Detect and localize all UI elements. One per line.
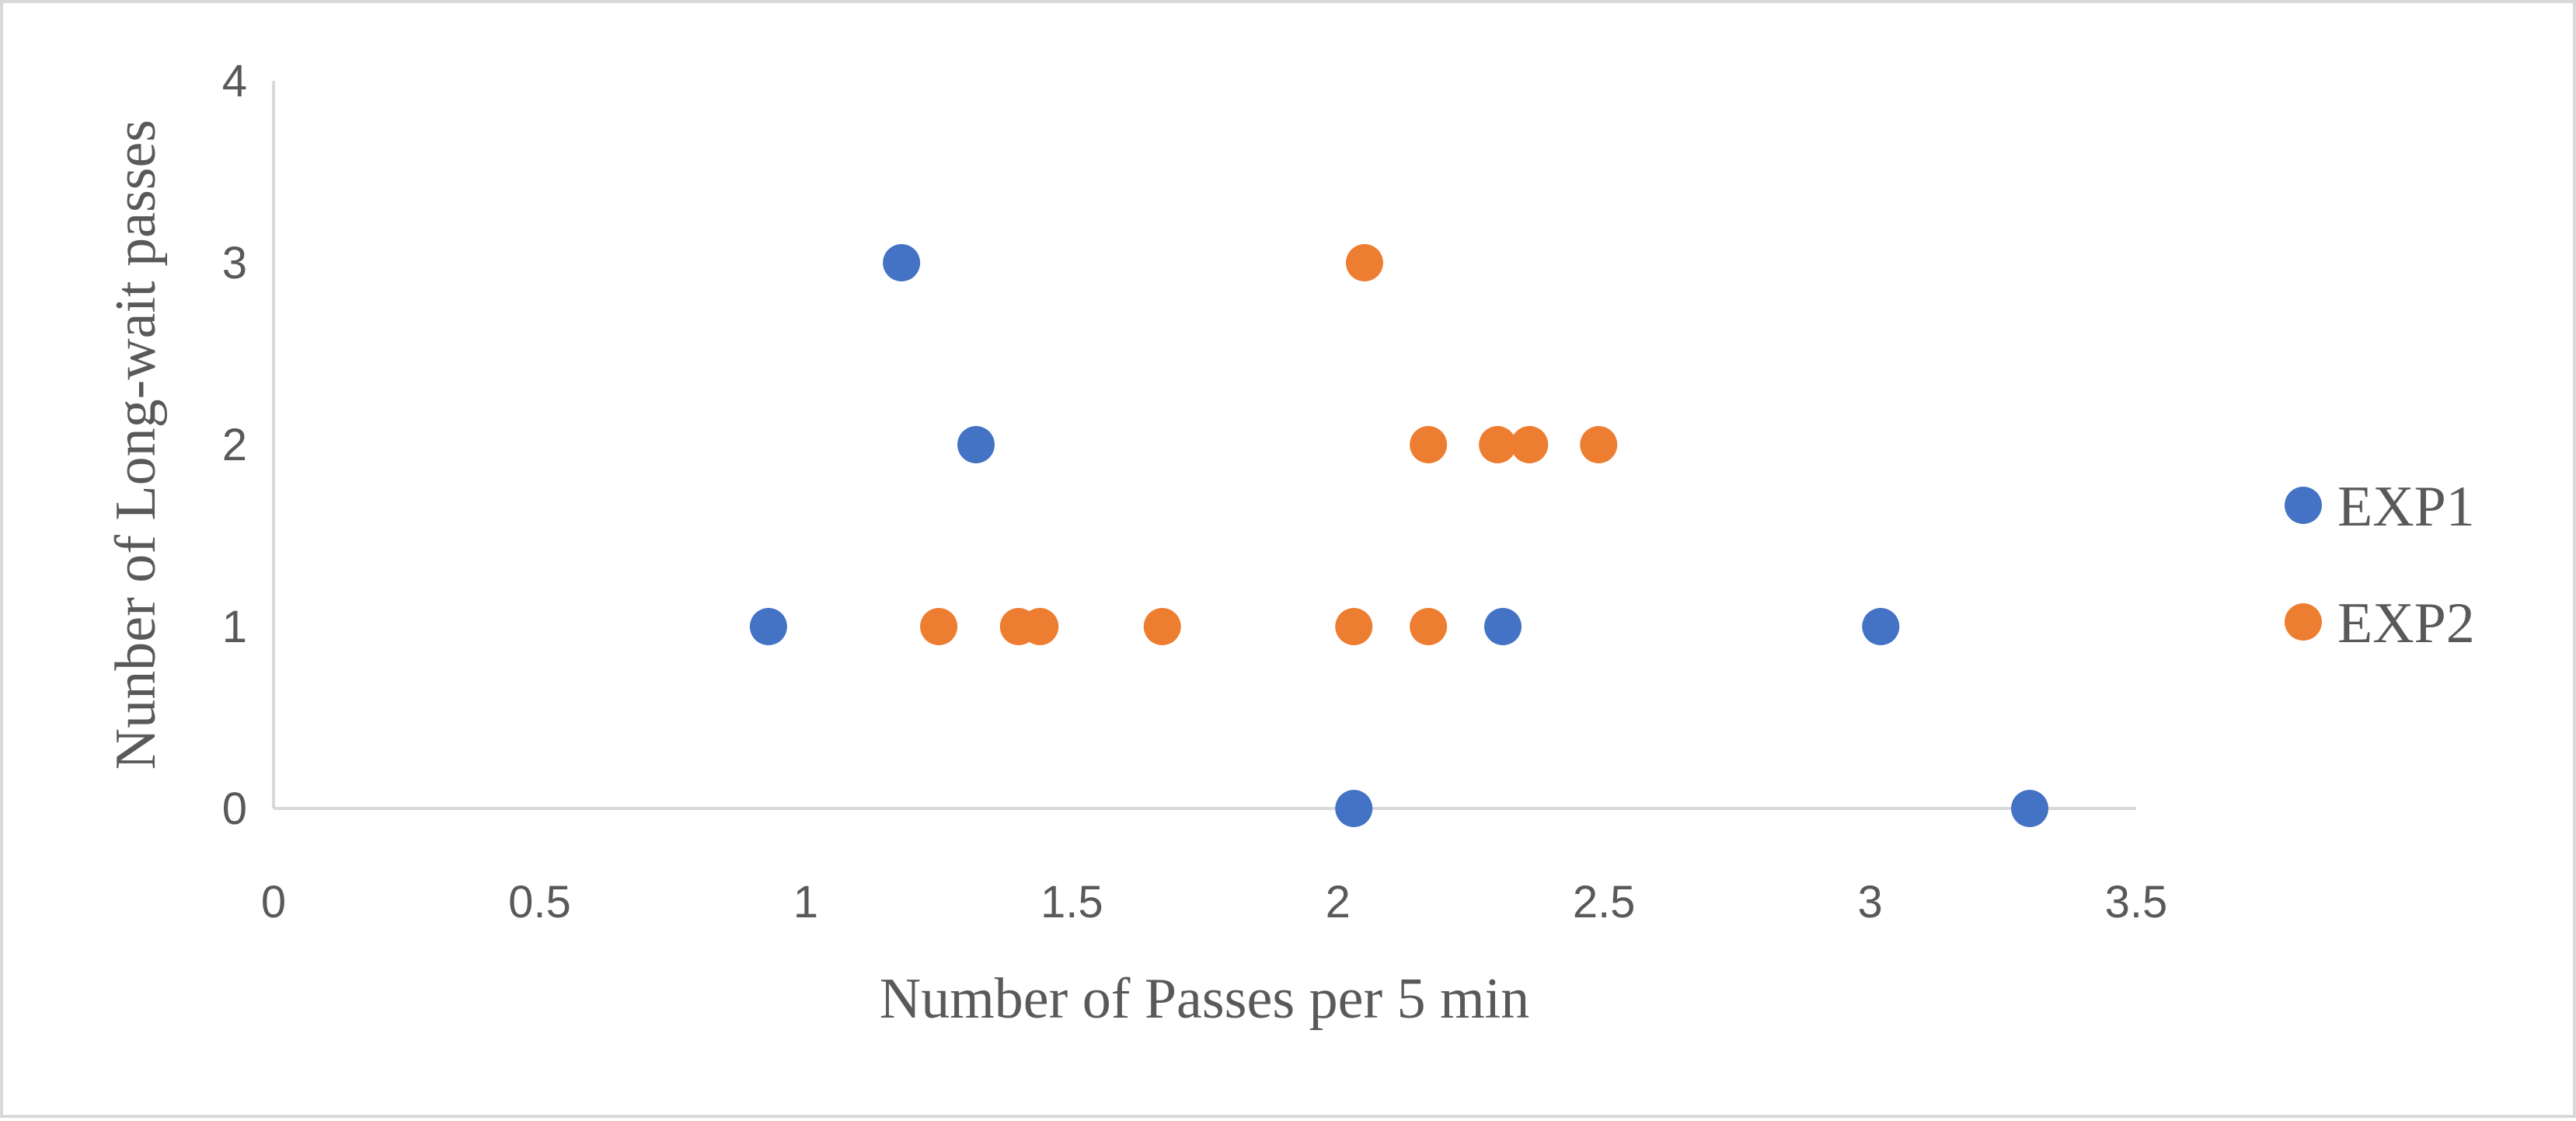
y-tick-labels: 0 1 2 3 4 bbox=[222, 56, 247, 834]
x-tick-labels: 0 0.5 1 1.5 2 2.5 3 3.5 bbox=[261, 877, 2167, 927]
data-point-exp2 bbox=[1410, 608, 1448, 645]
y-tick-label: 0 bbox=[222, 784, 247, 834]
data-point-exp2 bbox=[1345, 244, 1383, 281]
y-tick-label: 3 bbox=[222, 238, 247, 288]
x-tick-label: 2.5 bbox=[1573, 877, 1636, 927]
y-axis-title: Nunber of Long-wait passes bbox=[104, 120, 168, 770]
data-point-exp1 bbox=[1862, 608, 1900, 645]
data-points bbox=[749, 244, 2049, 827]
data-point-exp2 bbox=[1511, 426, 1549, 463]
legend-label-exp2: EXP2 bbox=[2337, 592, 2475, 655]
y-tick-label: 1 bbox=[222, 602, 247, 652]
y-tick-label: 2 bbox=[222, 420, 247, 470]
legend-marker-exp2 bbox=[2285, 603, 2322, 641]
data-point-exp1 bbox=[2011, 790, 2049, 827]
data-point-exp1 bbox=[1484, 608, 1522, 645]
data-point-exp1 bbox=[957, 426, 995, 463]
data-point-exp2 bbox=[1143, 608, 1181, 645]
x-tick-label: 1 bbox=[793, 877, 818, 927]
data-point-exp2 bbox=[920, 608, 958, 645]
data-point-exp2 bbox=[1479, 426, 1517, 463]
x-tick-label: 0 bbox=[261, 877, 286, 927]
data-point-exp2 bbox=[1580, 426, 1618, 463]
legend-label-exp1: EXP1 bbox=[2337, 475, 2475, 539]
legend: EXP1 EXP2 bbox=[2285, 475, 2475, 655]
data-point-exp1 bbox=[883, 244, 921, 281]
x-tick-label: 2 bbox=[1326, 877, 1351, 927]
axes bbox=[272, 81, 2136, 810]
x-tick-label: 3.5 bbox=[2105, 877, 2168, 927]
scatter-chart: 0 0.5 1 1.5 2 2.5 3 3.5 0 1 2 3 4 Number of Passes … bbox=[104, 56, 2475, 1031]
x-tick-label: 0.5 bbox=[508, 877, 571, 927]
data-point-exp2 bbox=[1021, 608, 1059, 645]
data-point-exp2 bbox=[1335, 608, 1373, 645]
data-point-exp1 bbox=[749, 608, 787, 645]
legend-marker-exp1 bbox=[2285, 487, 2322, 524]
data-point-exp1 bbox=[1335, 790, 1373, 827]
x-tick-label: 3 bbox=[1857, 877, 1882, 927]
x-tick-label: 1.5 bbox=[1041, 877, 1103, 927]
data-point-exp2 bbox=[1410, 426, 1448, 463]
x-axis-title: Number of Passes per 5 min bbox=[880, 967, 1529, 1031]
y-tick-label: 4 bbox=[222, 56, 247, 107]
